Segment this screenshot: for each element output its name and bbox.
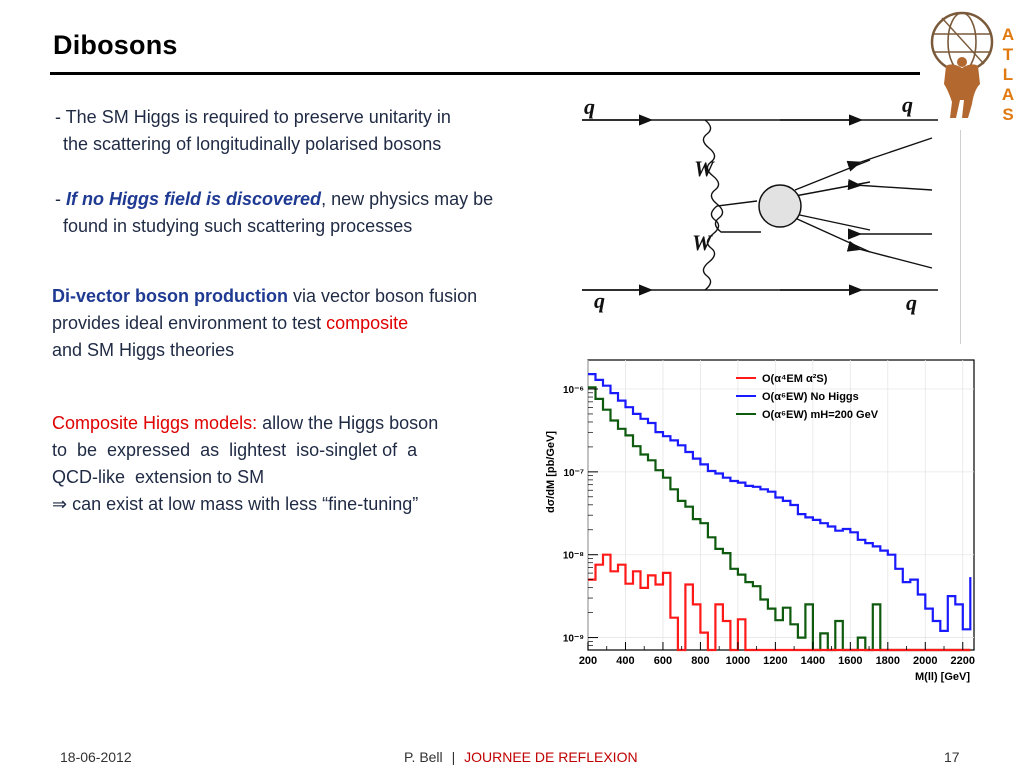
bullet-line: - If no Higgs field is discovered, new p… — [55, 186, 493, 213]
paragraph-line: Composite Higgs models: allow the Higgs … — [52, 410, 438, 437]
footer-separator: | — [451, 749, 456, 765]
legend-entry: O(α⁶EW) No Higgs — [762, 391, 859, 403]
logo-letter: S — [1002, 105, 1013, 124]
paragraph-text: can exist at low mass with less “fine-tu… — [67, 494, 419, 514]
x-tick-label: 400 — [616, 655, 634, 667]
highlight-text: composite — [326, 313, 409, 333]
legend-entry: O(α⁶EW) mH=200 GeV — [762, 409, 879, 421]
x-tick-label: 1600 — [838, 655, 862, 667]
label-q-out-top: q — [902, 92, 913, 117]
cross-section-plot: 200 400 600 800 1000 1200 1400 1600 1800 2000 2200… — [530, 352, 980, 692]
y-tick-label: 10⁻⁸ — [563, 551, 584, 562]
bullet-unitarity: - The SM Higgs is required to preserve u… — [55, 104, 451, 158]
label-q-out-bottom: q — [906, 290, 917, 315]
paragraph-text: via vector boson fusion — [288, 286, 478, 306]
y-tick-label: 10⁻⁶ — [563, 385, 584, 396]
paragraph-line: Di-vector boson production via vector bo… — [52, 283, 477, 310]
x-tick-label: 1400 — [801, 655, 825, 667]
emphasis-text: Di-vector boson production — [52, 286, 288, 306]
atlas-titan-icon — [930, 11, 994, 118]
bullet-no-higgs: - If no Higgs field is discovered, new p… — [55, 186, 493, 240]
paragraph-line: ⇒ can exist at low mass with less “fine-… — [52, 491, 438, 518]
logo-letter: T — [1003, 45, 1014, 64]
w-boson-line-bottom — [702, 200, 758, 291]
plot-frame — [587, 359, 975, 651]
series-line — [588, 386, 971, 652]
x-tick-label: 200 — [579, 655, 597, 667]
series-line — [588, 373, 972, 632]
bullet-dash: - — [55, 189, 66, 209]
x-tick-label: 600 — [654, 655, 672, 667]
label-w-bottom: W — [692, 230, 713, 255]
logo-letter: A — [1002, 25, 1014, 44]
legend-entry: O(α⁴EM α²S) — [762, 373, 828, 385]
atlas-logo: A T L A S — [930, 11, 1014, 124]
paragraph-divector: Di-vector boson production via vector bo… — [52, 283, 477, 364]
y-tick-label: 10⁻⁹ — [563, 634, 584, 645]
x-tick-label: 1200 — [763, 655, 787, 667]
title-rule — [50, 72, 920, 75]
logo-letter: L — [1003, 65, 1013, 84]
paragraph-line: QCD-like extension to SM — [52, 467, 265, 487]
label-w-top: W — [694, 156, 715, 181]
footer-event: P. Bell | JOURNEE DE REFLEXION — [404, 749, 638, 765]
footer-page-number: 17 — [944, 749, 960, 765]
slide-title: Dibosons — [53, 30, 178, 60]
paragraph-line: and SM Higgs theories — [52, 340, 235, 360]
x-tick-label: 2200 — [951, 655, 975, 667]
footer-event-name: JOURNEE DE REFLEXION — [464, 749, 638, 765]
y-tick-label: 10⁻⁷ — [563, 468, 584, 479]
w-boson-line-top — [702, 119, 761, 233]
y-axis-label: dσ/dM [pb/GeV] — [545, 431, 557, 513]
x-tick-label: 2000 — [913, 655, 937, 667]
paragraph-line: to be expressed as lightest iso-singlet … — [52, 440, 418, 460]
emphasis-text: If no Higgs field is discovered — [66, 189, 322, 209]
feynman-diagram: q q q q W W — [582, 92, 938, 315]
x-tick-label: 800 — [691, 655, 709, 667]
x-tick-label: 1000 — [726, 655, 750, 667]
x-tick-label: 1800 — [876, 655, 900, 667]
paragraph-text: provides ideal environment to test — [52, 313, 327, 333]
paragraph-line: provides ideal environment to test compo… — [52, 310, 477, 337]
x-axis-label: M(ll) [GeV] — [915, 671, 970, 683]
label-q-in-bottom: q — [594, 288, 605, 313]
bullet-line: - The SM Higgs is required to preserve u… — [55, 107, 451, 127]
highlight-text: Composite Higgs models: — [52, 413, 258, 433]
implies-arrow-icon: ⇒ — [52, 494, 68, 514]
label-q-in-top: q — [584, 94, 595, 119]
bullet-line: found in studying such scattering proces… — [63, 216, 413, 236]
interaction-vertex — [758, 184, 802, 228]
logo-letter: A — [1002, 85, 1014, 104]
paragraph-composite: Composite Higgs models: allow the Higgs … — [52, 410, 438, 518]
paragraph-text: allow the Higgs boson — [257, 413, 439, 433]
bullet-line: the scattering of longitudinally polaris… — [63, 134, 442, 154]
bullet-text: , new physics may be — [321, 189, 494, 209]
series-line — [588, 553, 971, 652]
diagram-separator — [960, 130, 961, 344]
footer-author: P. Bell — [404, 749, 443, 765]
footer-date: 18-06-2012 — [60, 749, 132, 765]
